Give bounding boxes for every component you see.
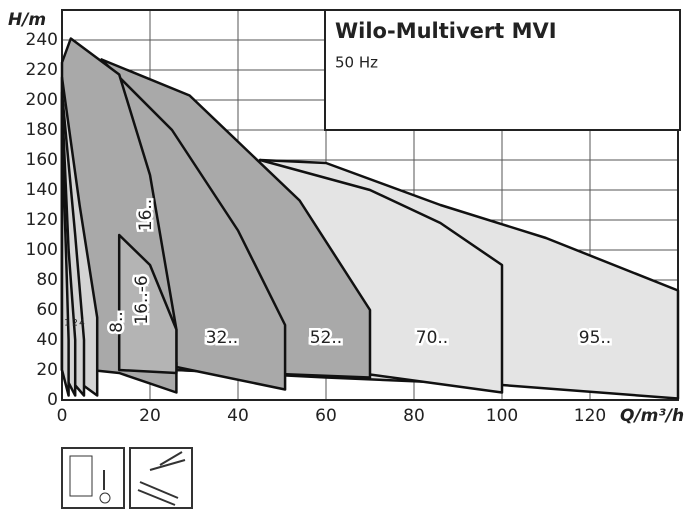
y-tick-label: 140 (26, 180, 58, 200)
series-label: 70.. (416, 328, 448, 348)
icon-control (61, 447, 125, 509)
y-tick-label: 180 (26, 120, 58, 140)
series-label: 4 (79, 319, 85, 329)
series-label: 8.. (107, 311, 127, 333)
y-tick-label: 100 (26, 240, 58, 260)
y-axis-label: H/m (8, 10, 46, 30)
y-tick-label: 120 (26, 210, 58, 230)
y-tick-label: 40 (36, 330, 58, 350)
pump-range (60, 128, 70, 397)
x-tick-label: 80 (403, 406, 425, 426)
legend-box (324, 9, 681, 131)
y-tick-label: 20 (36, 360, 58, 380)
series-label: 32.. (206, 328, 238, 348)
y-tick-label: 240 (26, 30, 58, 50)
y-tick-label: 200 (26, 90, 58, 110)
series-label: 52.. (310, 328, 342, 348)
x-tick-label: 120 (574, 406, 606, 426)
x-tick-label: 100 (486, 406, 518, 426)
x-axis-label: Q/m³/h (620, 406, 684, 426)
series-label: 16..-6 (132, 275, 152, 324)
x-tick-label: 20 (139, 406, 161, 426)
x-tick-label: 0 (57, 406, 68, 426)
y-tick-label: 220 (26, 60, 58, 80)
x-tick-label: 60 (315, 406, 337, 426)
x-tick-label: 40 (227, 406, 249, 426)
y-tick-label: 80 (36, 270, 58, 290)
series-label: 2 (72, 319, 78, 329)
series-label: 95.. (579, 328, 611, 348)
chart-subtitle: 50 Hz (335, 54, 378, 72)
series-label: 16.. (136, 199, 156, 231)
icon-spray (129, 447, 193, 509)
y-tick-label: 0 (47, 390, 58, 410)
series-label: 1 (64, 319, 70, 329)
y-tick-label: 160 (26, 150, 58, 170)
y-tick-label: 60 (36, 300, 58, 320)
pump-range (117, 233, 178, 375)
chart-title: Wilo-Multivert MVI (335, 19, 557, 43)
